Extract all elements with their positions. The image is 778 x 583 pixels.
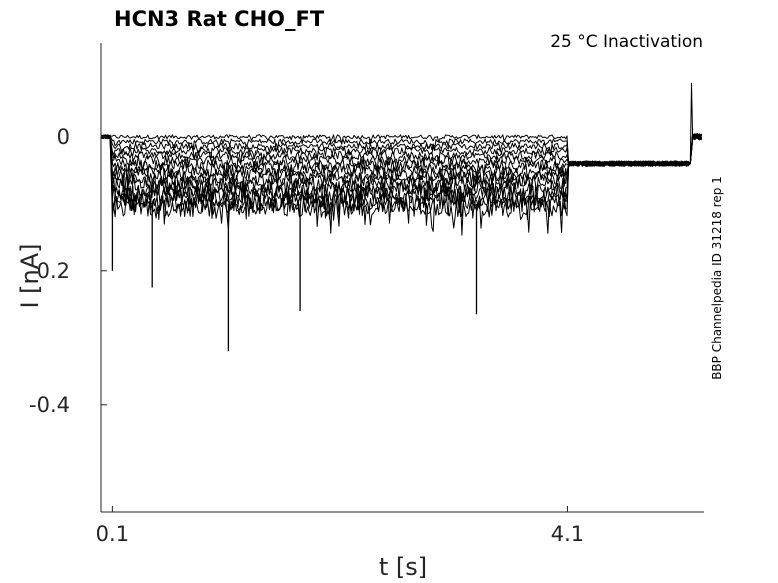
y-tick-label: -0.4 — [29, 393, 70, 417]
x-axis-label: t [s] — [379, 553, 427, 581]
x-tick-label: 0.1 — [96, 522, 129, 546]
plot-area — [100, 82, 703, 352]
current-trace — [100, 133, 703, 234]
current-trace — [100, 133, 703, 224]
source-note: BBP Channelpedia ID 31218 rep 1 — [710, 176, 724, 380]
x-tick-label: 4.1 — [551, 522, 584, 546]
y-axis-label: I [nA] — [16, 243, 44, 308]
y-tick-label: -0.2 — [29, 259, 70, 283]
y-tick-label: 0 — [57, 125, 70, 149]
chart-title: HCN3 Rat CHO_FT — [114, 7, 325, 31]
chart-subtitle: 25 °C Inactivation — [550, 32, 703, 52]
current-trace — [100, 133, 703, 236]
axes: 0.1 4.1 0 -0.2 -0.4 — [29, 43, 704, 546]
